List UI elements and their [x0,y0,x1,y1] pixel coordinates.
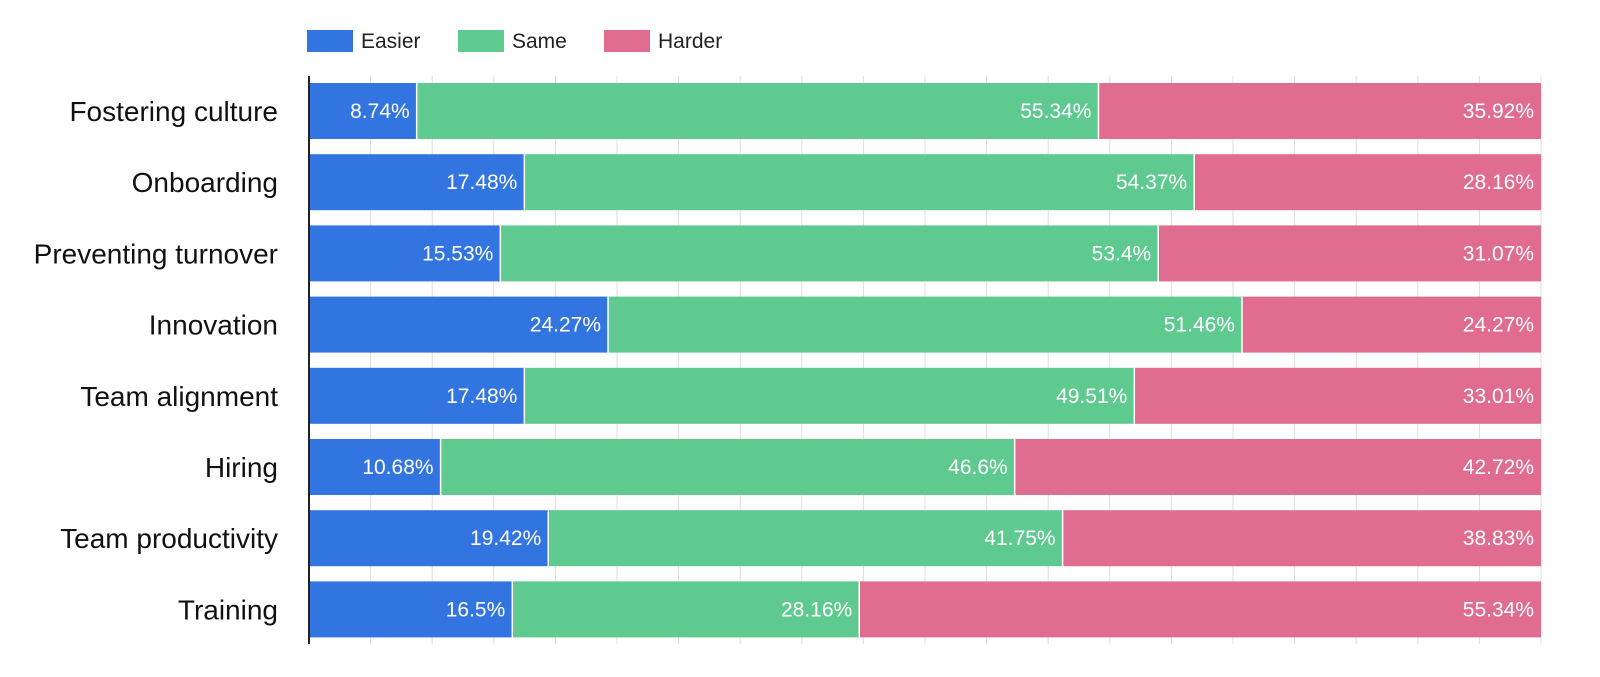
value-label-easier-fostering-culture: 8.74% [350,100,410,123]
category-label-preventing-turnover: Preventing turnover [34,238,278,269]
value-labels: 8.74% 55.34% 35.92% 17.48% 54.37% 28.16% 15.53… [350,100,1534,621]
bar-same-innovation [608,296,1242,353]
value-label-harder-team-alignment: 33.01% [1463,385,1534,408]
bar-harder-team-productivity [1062,510,1541,567]
value-label-same-onboarding: 54.37% [1116,171,1187,194]
value-label-easier-team-alignment: 17.48% [446,385,517,408]
bar-easier-team-alignment [309,367,525,424]
bar-same-team-productivity [548,510,1063,567]
bar-same-onboarding [524,154,1195,211]
bar-harder-hiring [1014,439,1541,495]
value-label-same-hiring: 46.6% [948,456,1008,479]
value-label-easier-hiring: 10.68% [362,456,433,479]
value-label-same-innovation: 51.46% [1164,314,1235,337]
bar-harder-training [859,581,1541,638]
bar-same-training [512,581,860,638]
bar-easier-team-productivity [309,510,549,567]
bar-harder-team-alignment [1134,367,1541,424]
bar-harder-innovation [1241,296,1541,353]
bar-harder-fostering-culture [1098,83,1541,139]
category-label-team-productivity: Team productivity [60,523,278,554]
bar-easier-hiring [309,439,441,495]
bar-easier-preventing-turnover [309,225,501,282]
legend-swatch-harder [604,30,650,52]
value-label-harder-innovation: 24.27% [1463,314,1534,337]
category-labels: Fostering culture Onboarding Preventing tu… [34,96,279,625]
value-label-easier-preventing-turnover: 15.53% [422,242,493,265]
bar-same-preventing-turnover [500,225,1159,282]
category-label-fostering-culture: Fostering culture [69,96,278,127]
value-label-same-preventing-turnover: 53.4% [1092,242,1152,265]
bar-easier-fostering-culture [309,83,417,139]
category-label-training: Training [178,594,278,625]
bar-same-team-alignment [524,367,1135,424]
value-label-same-training: 28.16% [781,598,852,621]
value-label-harder-onboarding: 28.16% [1463,171,1534,194]
value-label-easier-innovation: 24.27% [530,314,601,337]
value-label-harder-team-productivity: 38.83% [1463,527,1534,550]
value-label-same-team-alignment: 49.51% [1056,385,1127,408]
value-label-easier-onboarding: 17.48% [446,171,517,194]
value-label-harder-preventing-turnover: 31.07% [1463,242,1534,265]
bar-easier-onboarding [309,154,525,211]
value-label-easier-team-productivity: 19.42% [470,527,541,550]
value-label-easier-training: 16.5% [446,598,506,621]
value-label-harder-hiring: 42.72% [1463,456,1534,479]
bar-same-fostering-culture [416,83,1099,139]
bar-easier-innovation [309,296,609,353]
value-label-harder-training: 55.34% [1463,598,1534,621]
legend-label-same: Same [512,30,567,53]
category-label-team-alignment: Team alignment [80,381,278,412]
bar-easier-training [309,581,513,638]
bars [309,83,1542,638]
bar-harder-preventing-turnover [1158,225,1541,282]
legend: Easier Same Harder [307,30,722,53]
bar-harder-onboarding [1194,154,1542,211]
category-label-innovation: Innovation [149,310,278,341]
legend-label-harder: Harder [658,30,722,53]
legend-label-easier: Easier [361,30,421,53]
category-label-hiring: Hiring [205,452,278,483]
category-label-onboarding: Onboarding [132,167,278,198]
value-label-same-team-productivity: 41.75% [984,527,1055,550]
value-label-same-fostering-culture: 55.34% [1020,100,1091,123]
value-label-harder-fostering-culture: 35.92% [1463,100,1534,123]
legend-swatch-easier [307,30,353,52]
legend-swatch-same [458,30,504,52]
bar-same-hiring [440,439,1015,495]
